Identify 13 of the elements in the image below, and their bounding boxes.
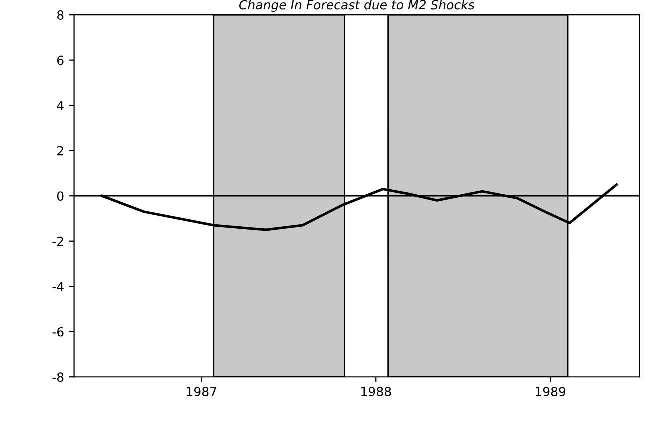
y-tick-label: 2	[58, 146, 64, 156]
x-tick-label: 1987	[187, 387, 216, 397]
y-tick-label: 6	[57, 56, 64, 66]
y-tick-label: -4	[52, 282, 64, 292]
y-tick-label: -2	[52, 236, 64, 246]
y-tick-label: 8	[57, 10, 64, 20]
y-tick-label: -6	[52, 327, 64, 337]
y-tick-label: -8	[52, 372, 64, 382]
x-tick-label: 1989	[536, 387, 566, 397]
y-tick-label: 4	[57, 101, 64, 110]
chart-title: Change In Forecast due to M2 Shocks	[240, 0, 475, 12]
y-tick-label: 0	[57, 192, 64, 202]
x-tick-label: 1988	[362, 387, 392, 397]
